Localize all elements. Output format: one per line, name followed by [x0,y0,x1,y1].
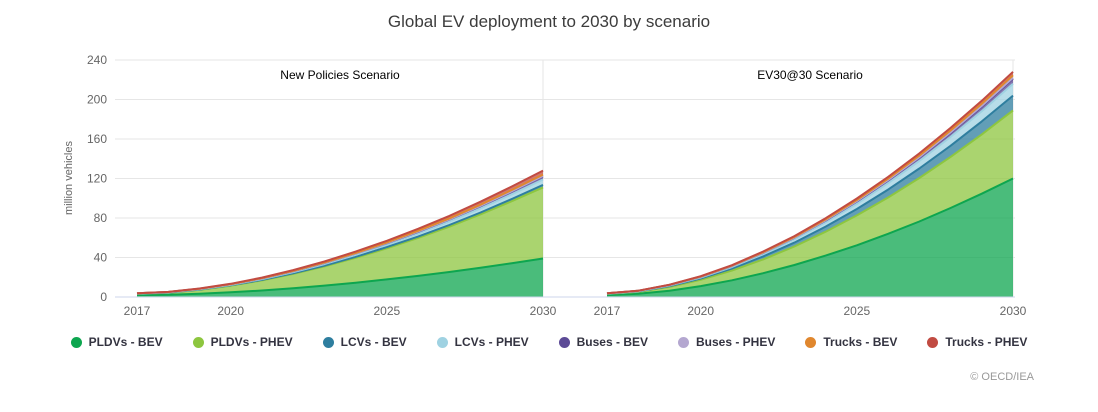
y-tick-label: 240 [87,53,107,67]
legend-label: Buses - PHEV [696,335,776,349]
legend-marker-icon [558,336,570,348]
y-tick-label: 80 [94,211,108,225]
legend-marker-icon [805,336,817,348]
legend-label: Trucks - PHEV [945,335,1028,349]
legend-label: Buses - BEV [576,335,648,349]
x-tick-label: 2020 [687,304,714,318]
x-tick-label: 2020 [217,304,244,318]
legend-item-buses-phev[interactable]: Buses - PHEV [678,335,775,349]
x-tick-label: 2017 [594,304,621,318]
legend-label: Trucks - BEV [823,335,898,349]
legend-marker-icon [192,336,204,348]
legend-item-trucks-phev[interactable]: Trucks - PHEV [927,335,1027,349]
y-axis-title: million vehicles [63,141,75,215]
legend-marker-icon [70,336,82,348]
y-tick-label: 0 [100,290,107,304]
legend-marker-icon [436,336,448,348]
y-tick-label: 160 [87,132,107,146]
y-tick-label: 120 [87,172,107,186]
series-line-trucks-phev [606,71,1014,295]
x-tick-label: 2025 [843,304,870,318]
legend-item-lcvs-phev[interactable]: LCVs - PHEV [436,335,529,349]
y-tick-label: 200 [87,93,107,107]
area-band-pldvs-phev[interactable] [137,187,543,296]
chart-title: Global EV deployment to 2030 by scenario [387,12,711,31]
legend-label: PLDVs - PHEV [210,335,293,349]
x-tick-label: 2017 [124,304,151,318]
legend-item-pldvs-phev[interactable]: PLDVs - PHEV [192,335,293,349]
scenario-label: EV30@30 Scenario [757,68,863,82]
legend-item-lcvs-bev[interactable]: LCVs - BEV [322,335,407,349]
scenario-label: New Policies Scenario [280,68,400,82]
legend-item-pldvs-bev[interactable]: PLDVs - BEV [70,335,163,349]
legend-item-trucks-bev[interactable]: Trucks - BEV [805,335,897,349]
copyright-text: © OECD/IEA [970,371,1034,383]
area-band-pldvs-bev[interactable] [137,258,543,298]
x-tick-label: 2025 [373,304,400,318]
y-tick-label: 40 [94,251,108,265]
legend-label: PLDVs - BEV [88,335,163,349]
x-tick-label: 2030 [530,304,557,318]
legend-marker-icon [678,336,689,348]
series-line-pldvs-bev [136,257,544,297]
legend: PLDVs - BEV PLDVs - PHEV LCVs - BEV LCVs - … [0,335,1098,349]
series-line-pldvs-bev [606,177,1014,297]
area-band-pldvs-phev[interactable] [607,110,1013,296]
legend-label: LCVs - BEV [340,335,407,349]
area-band-pldvs-bev[interactable] [607,178,1013,298]
legend-item-buses-bev[interactable]: Buses - BEV [558,335,648,349]
legend-label: LCVs - PHEV [454,335,529,349]
legend-marker-icon [322,336,334,348]
x-tick-label: 2030 [1000,304,1027,318]
series-line-trucks-phev [136,169,544,295]
legend-marker-icon [927,336,939,348]
